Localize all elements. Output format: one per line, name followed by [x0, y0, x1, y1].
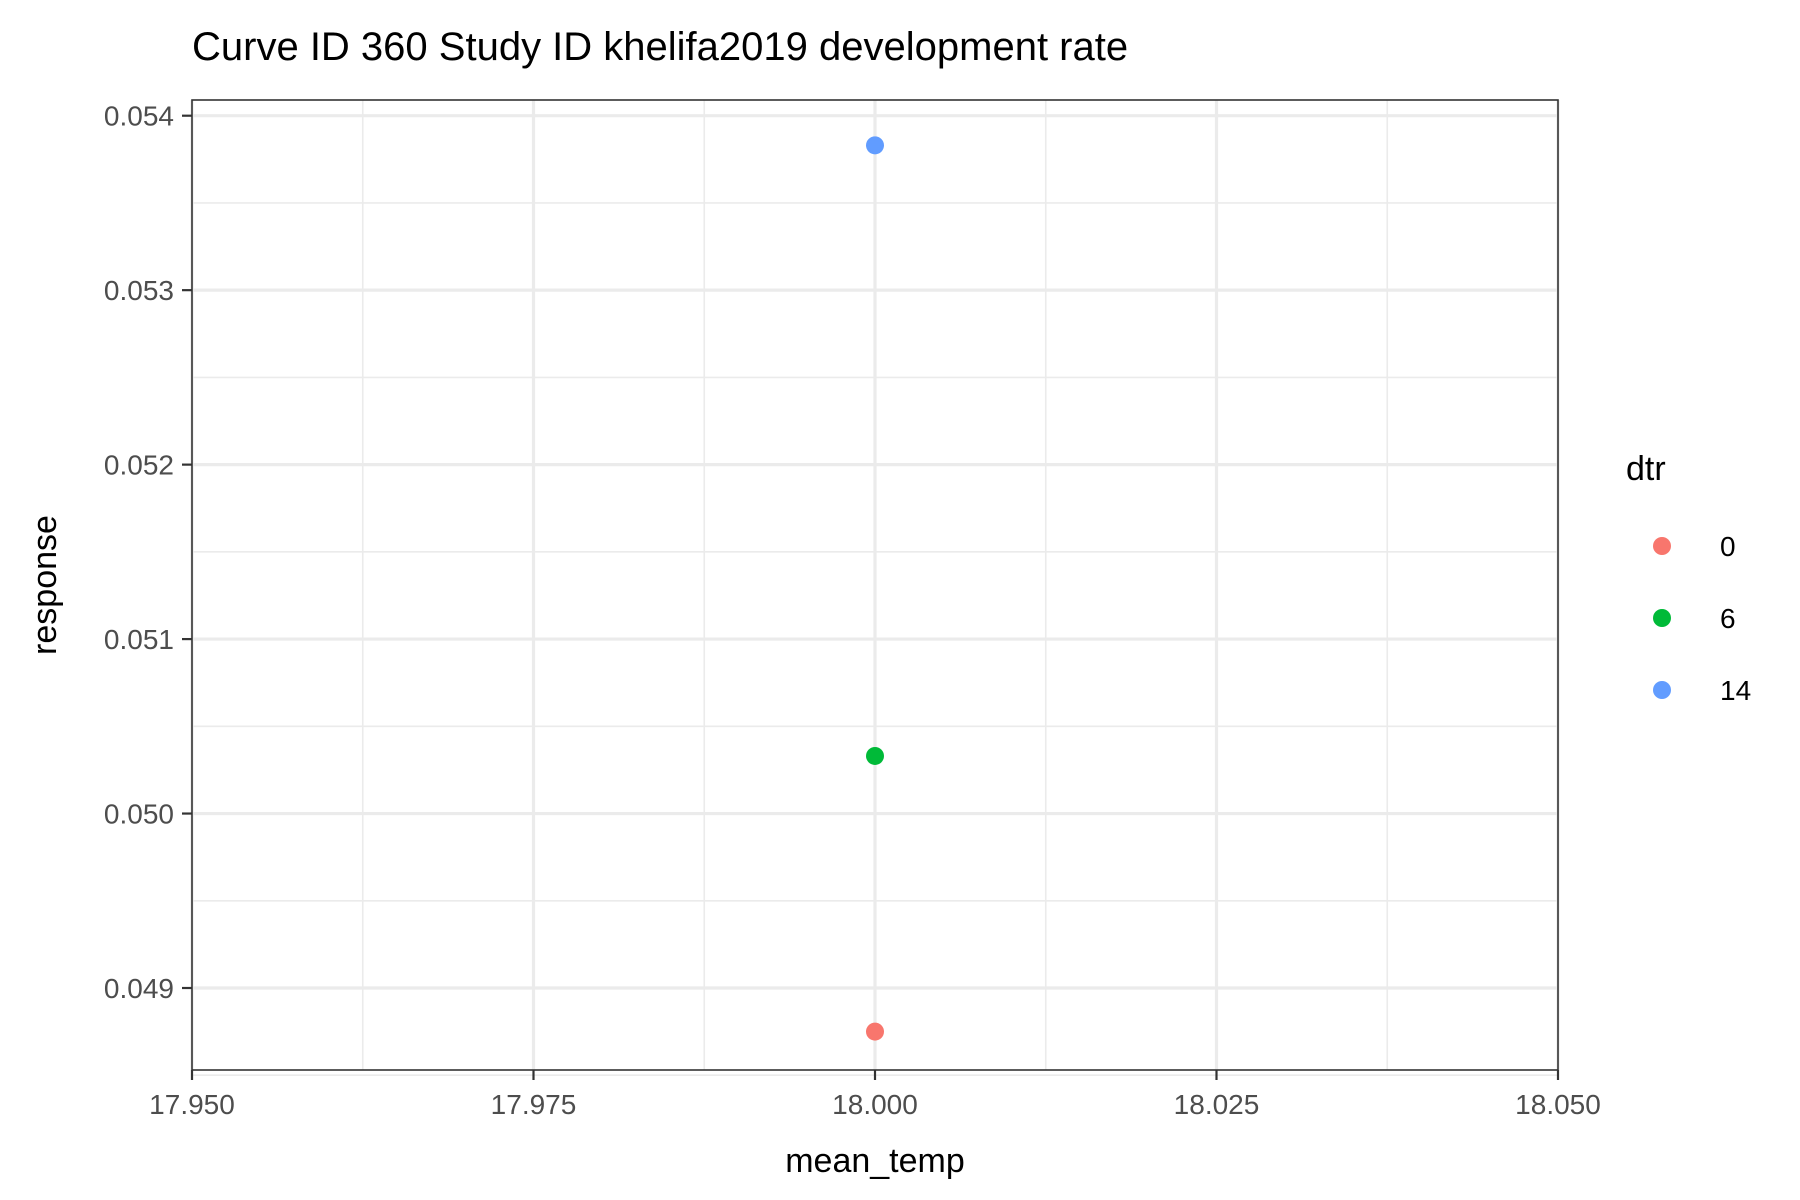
y-tick-label: 0.053	[104, 275, 174, 306]
legend-key-0	[1653, 537, 1671, 555]
y-tick-label: 0.049	[104, 973, 174, 1004]
y-tick-label: 0.054	[104, 101, 174, 132]
legend-key-6	[1653, 609, 1671, 627]
x-axis: 17.950 17.975 18.000 18.025 18.050	[149, 1070, 1601, 1120]
legend-title: dtr	[1626, 450, 1666, 488]
data-point-dtr-6	[866, 746, 884, 765]
x-tick-label: 17.975	[491, 1089, 577, 1120]
x-axis-title: mean_temp	[785, 1142, 965, 1180]
y-axis-title: response	[26, 515, 64, 655]
legend-label-0: 0	[1720, 531, 1736, 562]
y-axis: 0.049 0.050 0.051 0.052 0.053 0.054	[104, 101, 192, 1004]
x-tick-label: 18.050	[1515, 1089, 1601, 1120]
data-points	[866, 136, 884, 1041]
gridlines	[190, 100, 1560, 1077]
legend-key-14	[1653, 681, 1671, 699]
y-tick-label: 0.050	[104, 799, 174, 830]
x-tick-label: 18.025	[1174, 1089, 1260, 1120]
legend-label-14: 14	[1720, 675, 1751, 706]
data-point-dtr-0	[866, 1022, 884, 1041]
y-tick-label: 0.052	[104, 450, 174, 481]
legend: dtr 0 6 14	[1626, 450, 1751, 706]
x-tick-label: 18.000	[832, 1089, 918, 1120]
data-point-dtr-14	[866, 136, 884, 155]
y-tick-label: 0.051	[104, 624, 174, 655]
x-tick-label: 17.950	[149, 1089, 235, 1120]
chart-title: Curve ID 360 Study ID khelifa2019 develo…	[192, 25, 1128, 69]
legend-label-6: 6	[1720, 603, 1736, 634]
